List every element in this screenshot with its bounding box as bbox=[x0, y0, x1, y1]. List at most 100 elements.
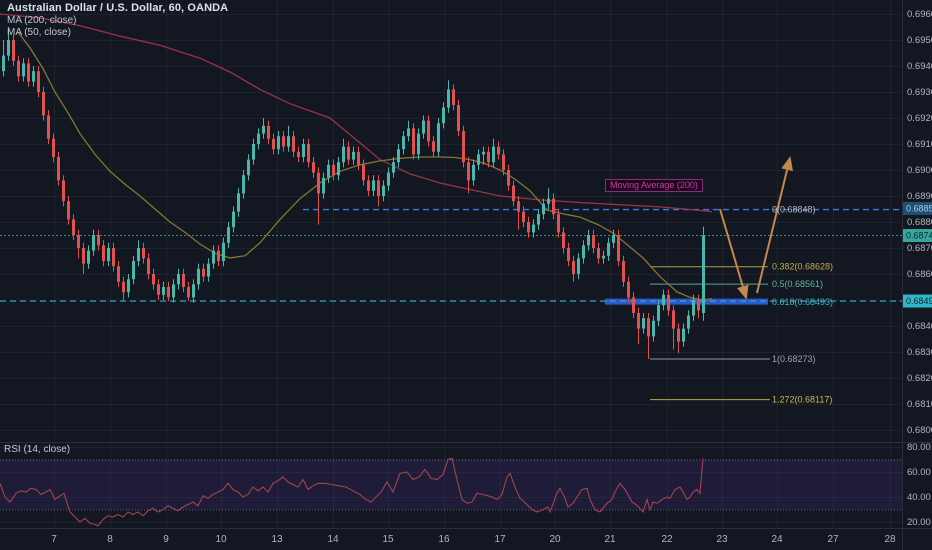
candle-body bbox=[487, 151, 490, 163]
candle-body bbox=[577, 258, 580, 274]
time-tick-label: 16 bbox=[438, 534, 450, 545]
candle-body bbox=[32, 71, 35, 82]
candle-body bbox=[202, 268, 205, 277]
projection-arrow-down[interactable] bbox=[719, 208, 749, 300]
candle-body bbox=[552, 198, 555, 215]
price-tag-box bbox=[903, 229, 932, 243]
time-tick-label: 21 bbox=[604, 534, 616, 545]
candle-body bbox=[372, 180, 375, 191]
legend-ma200[interactable]: MA (200, close) bbox=[7, 15, 77, 26]
candle-body bbox=[622, 261, 625, 282]
candle-body bbox=[237, 193, 240, 212]
candle-body bbox=[47, 115, 50, 139]
candle-body bbox=[617, 235, 620, 261]
candle-body bbox=[557, 214, 560, 233]
candle-body bbox=[457, 105, 460, 131]
candle-body bbox=[97, 235, 100, 246]
candle-body bbox=[347, 146, 350, 160]
price-axis[interactable]: 0.69600 0.69500 0.69400 0.69300 0.69200 0.691… bbox=[907, 9, 932, 528]
candle-body bbox=[137, 248, 140, 261]
candle-body bbox=[632, 297, 635, 313]
candle-body bbox=[532, 224, 535, 233]
candle-body bbox=[132, 261, 135, 280]
candle-body bbox=[92, 235, 95, 251]
time-axis[interactable]: 7 8 9 10 13 14 15 16 17 20 21 22 23 24 27 28 bbox=[51, 534, 896, 545]
fib-level-label: 1.272(0.68117) bbox=[772, 395, 832, 405]
candle-body bbox=[162, 287, 165, 295]
candle-body bbox=[82, 248, 85, 264]
candle-body bbox=[592, 235, 595, 248]
price-tick-label: 0.69500 bbox=[907, 35, 932, 46]
candle-body bbox=[677, 328, 680, 342]
candle-body bbox=[392, 162, 395, 173]
price-tick-label: 0.68000 bbox=[907, 425, 932, 436]
candle-body bbox=[322, 177, 325, 194]
candle-body bbox=[37, 71, 40, 92]
candle-body bbox=[642, 318, 645, 329]
candle-body bbox=[257, 133, 260, 144]
ma200-line[interactable] bbox=[0, 13, 713, 213]
price-tick-label: 0.69600 bbox=[907, 9, 932, 20]
candle-body bbox=[337, 162, 340, 176]
time-tick-label: 14 bbox=[327, 534, 339, 545]
candle-body bbox=[302, 144, 305, 157]
fib-level-label: 0.382(0.68628) bbox=[772, 262, 833, 272]
candle-body bbox=[497, 146, 500, 155]
candle-body bbox=[232, 211, 235, 228]
candle-body bbox=[607, 242, 610, 256]
candle-body bbox=[602, 255, 605, 259]
rsi-tick-label: 40.00 bbox=[907, 492, 931, 503]
candle-body bbox=[212, 250, 215, 264]
candle-body bbox=[17, 60, 20, 77]
candle-body bbox=[442, 107, 445, 124]
candle-body bbox=[452, 89, 455, 105]
projection-arrow-up[interactable] bbox=[756, 156, 793, 294]
price-tick-label: 0.68400 bbox=[907, 321, 932, 332]
price-tick-label: 0.69000 bbox=[907, 165, 932, 176]
price-tag-value: 0.68852 bbox=[906, 204, 932, 214]
candle-body bbox=[492, 146, 495, 163]
candle-body bbox=[562, 232, 565, 248]
candle-body bbox=[462, 131, 465, 163]
candle-body bbox=[27, 63, 30, 82]
candle-body bbox=[307, 144, 310, 163]
legend-rsi[interactable]: RSI (14, close) bbox=[4, 444, 71, 455]
candle-body bbox=[597, 248, 600, 259]
candle-body bbox=[182, 274, 185, 287]
support-zone-bar[interactable] bbox=[605, 298, 768, 305]
price-tick-label: 0.68800 bbox=[907, 217, 932, 228]
candle-body bbox=[282, 136, 285, 147]
rsi-tick-label: 80.00 bbox=[907, 442, 931, 453]
candle-body bbox=[447, 89, 450, 108]
candle-body bbox=[432, 141, 435, 152]
candle-body bbox=[427, 120, 430, 142]
moving-average-tag[interactable]: Moving Average (200) bbox=[605, 179, 703, 192]
candle-body bbox=[147, 258, 150, 274]
candle-body bbox=[297, 151, 300, 157]
price-tag-box bbox=[903, 294, 932, 308]
candle-body bbox=[142, 248, 145, 259]
candle-body bbox=[277, 136, 280, 150]
candle-body bbox=[117, 266, 120, 282]
candle-body bbox=[417, 133, 420, 155]
candle-body bbox=[512, 185, 515, 202]
candle-body bbox=[2, 55, 5, 72]
candle-body bbox=[547, 198, 550, 204]
candle-body bbox=[42, 92, 45, 116]
rsi-line[interactable] bbox=[0, 457, 704, 527]
price-tag-value: 0.68748 bbox=[906, 231, 932, 241]
candle-body bbox=[12, 40, 15, 61]
symbol-title[interactable]: Australian Dollar / U.S. Dollar, 60, OAN… bbox=[7, 2, 229, 14]
price-tick-label: 0.68900 bbox=[907, 191, 932, 202]
chart-legend: Australian Dollar / U.S. Dollar, 60, OAN… bbox=[7, 2, 228, 38]
fib-level-label: 0(0.68848) bbox=[772, 205, 816, 215]
candle-body bbox=[467, 162, 470, 181]
legend-ma50[interactable]: MA (50, close) bbox=[7, 27, 71, 38]
time-tick-label: 8 bbox=[107, 534, 113, 545]
time-tick-label: 9 bbox=[163, 534, 169, 545]
candle-body bbox=[227, 227, 230, 243]
candle-body bbox=[572, 261, 575, 274]
candle-body bbox=[647, 318, 650, 337]
